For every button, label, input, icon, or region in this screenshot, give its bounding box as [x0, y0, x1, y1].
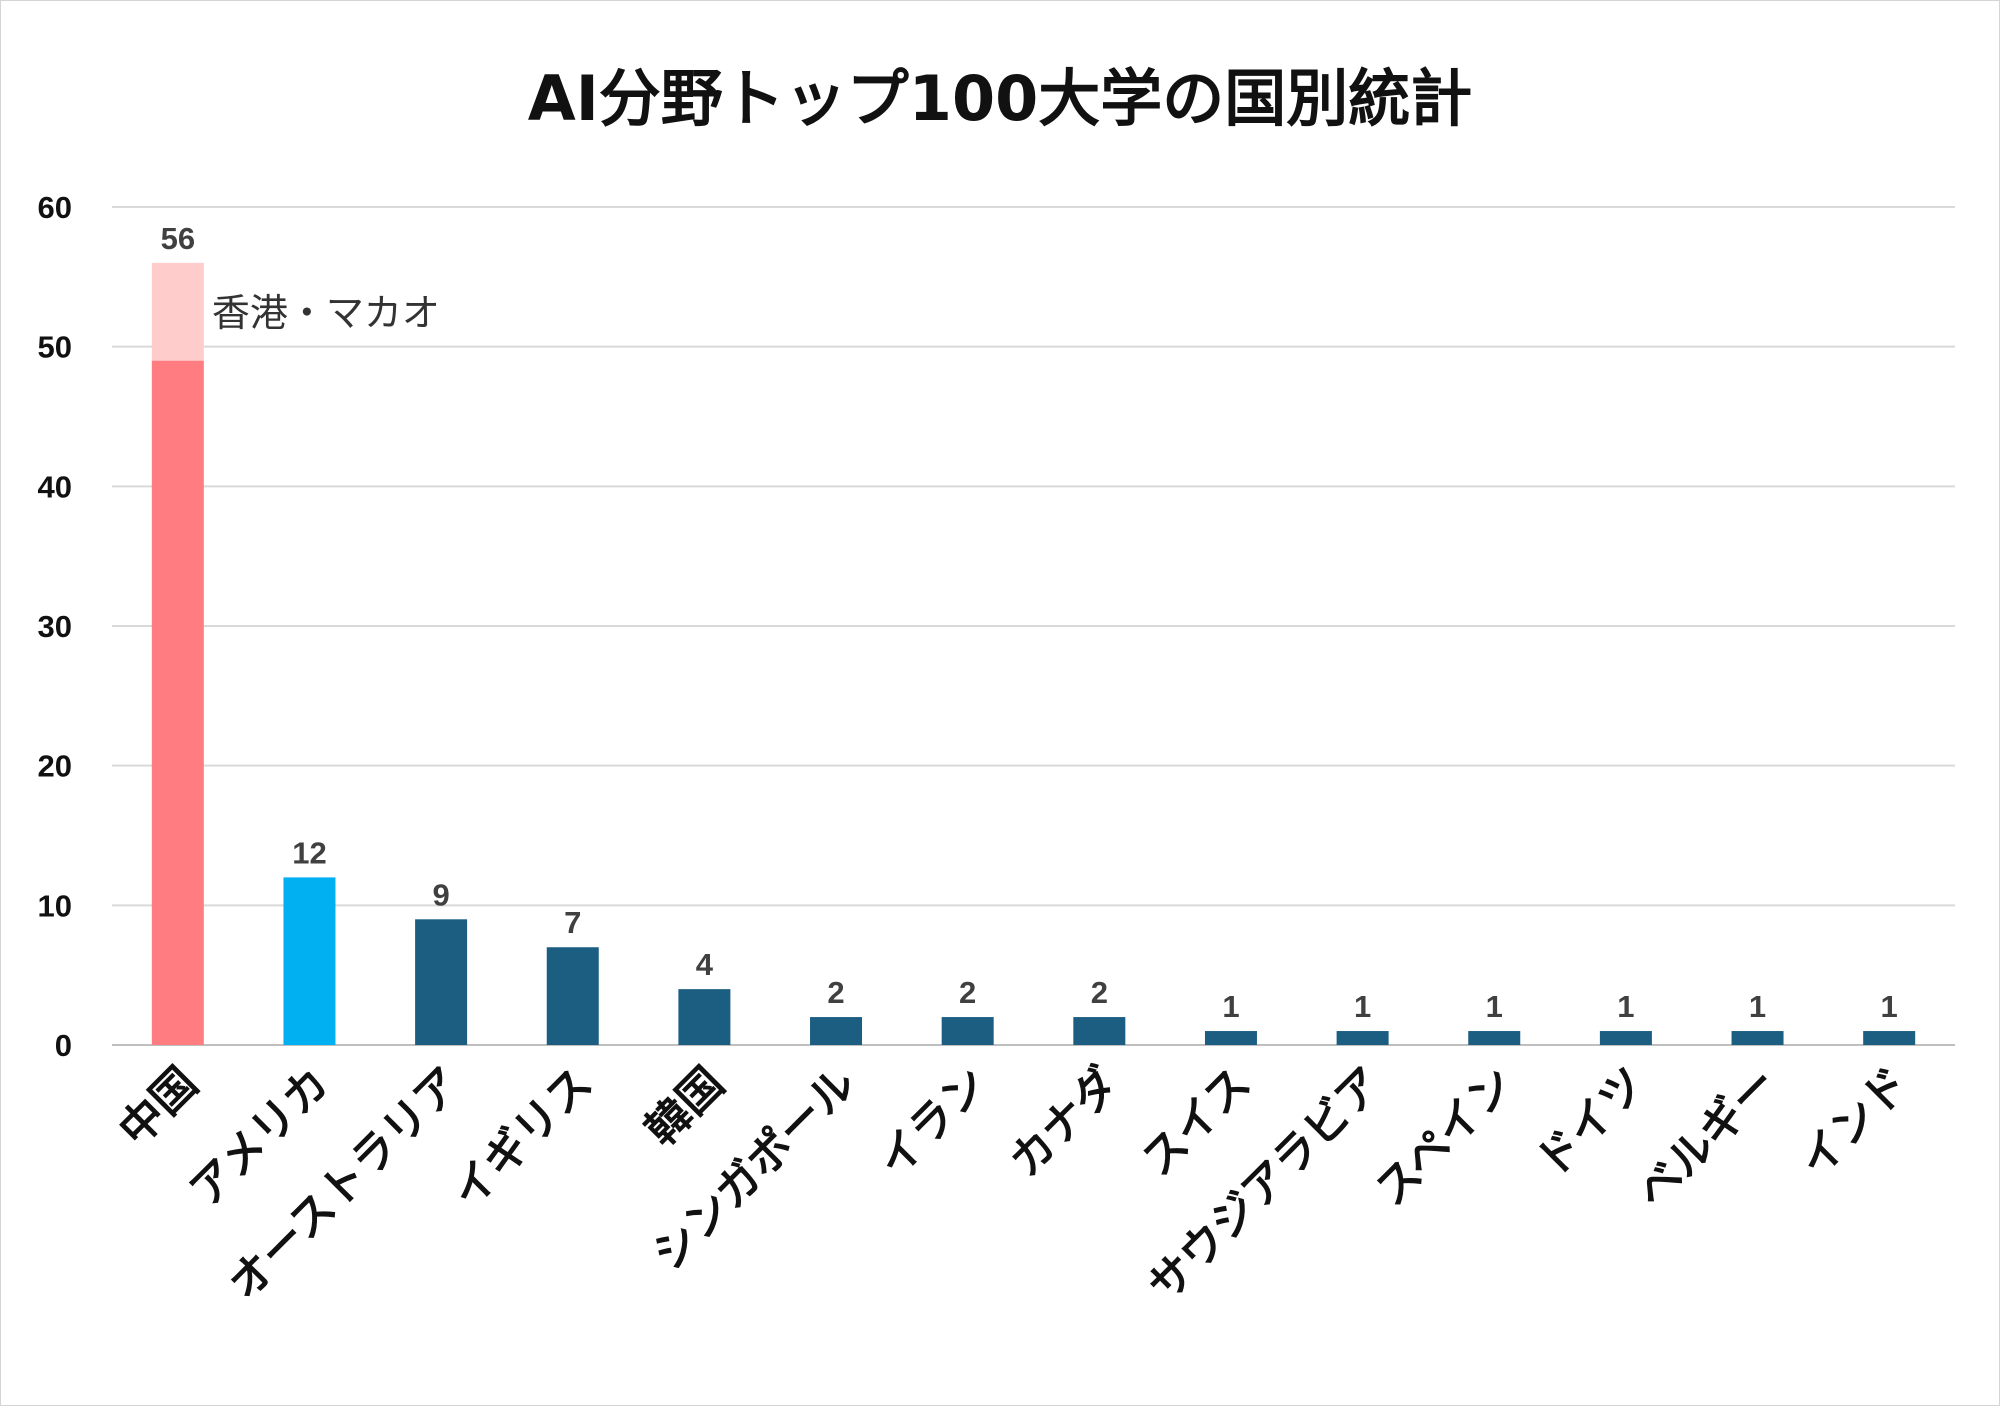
y-axis-ticks: 0 10 20 30 40 50 60: [38, 190, 72, 1063]
y-tick-label: 40: [38, 469, 72, 504]
category-label: カナダ: [1000, 1058, 1129, 1187]
bar: [1468, 1031, 1521, 1045]
data-label: 7: [564, 905, 581, 940]
data-label: 4: [696, 947, 714, 982]
bar: [415, 919, 468, 1045]
data-label: 1: [1222, 989, 1239, 1024]
bar: [678, 989, 731, 1045]
data-label: 2: [959, 975, 976, 1010]
category-label: スペイン: [1366, 1058, 1524, 1216]
y-tick-label: 30: [38, 609, 72, 644]
bar-segment-hk-macau: [151, 262, 204, 361]
bar: [1731, 1031, 1784, 1045]
category-label: イギリス: [442, 1058, 603, 1219]
data-label: 1: [1881, 989, 1898, 1024]
category-label: ドイツ: [1526, 1058, 1655, 1187]
data-label: 56: [161, 221, 195, 256]
bar: [1599, 1031, 1652, 1045]
category-label: サウジアラビア: [1139, 1058, 1393, 1312]
category-label: インド: [1790, 1058, 1919, 1187]
data-label: 1: [1749, 989, 1766, 1024]
hong-kong-macau-annotation: 香港・マカオ: [212, 291, 440, 335]
data-label: 1: [1354, 989, 1371, 1024]
bar: [810, 1017, 863, 1045]
y-tick-label: 50: [38, 330, 72, 365]
bar: [1204, 1031, 1257, 1045]
bars: [151, 262, 1916, 1046]
bar: [546, 947, 599, 1045]
bar: [941, 1017, 994, 1045]
data-label: 9: [432, 877, 449, 912]
category-label: 中国: [109, 1058, 207, 1156]
bar: [1073, 1017, 1126, 1045]
category-label: ベルギー: [1627, 1058, 1788, 1219]
bar-segment-mainland: [151, 360, 204, 1046]
data-label: 12: [292, 835, 326, 870]
gridlines: [112, 206, 1955, 1046]
bar: [1336, 1031, 1389, 1045]
chart-title: AI分野トップ100大学の国別統計: [527, 62, 1473, 135]
bar: [283, 877, 336, 1045]
data-labels: 56 12 9 7 4 2 2 2 1 1 1 1 1 1: [161, 221, 1898, 1024]
bar: [1863, 1031, 1916, 1045]
y-tick-label: 10: [38, 888, 72, 923]
y-tick-label: 60: [38, 190, 72, 225]
y-tick-label: 0: [55, 1028, 72, 1063]
data-label: 2: [1091, 975, 1108, 1010]
category-label: スイス: [1132, 1058, 1260, 1186]
data-label: 1: [1617, 989, 1634, 1024]
data-label: 2: [827, 975, 844, 1010]
category-label: イラン: [868, 1058, 997, 1187]
category-label: 韓国: [636, 1058, 734, 1156]
category-label: オーストラリア: [219, 1058, 471, 1310]
y-tick-label: 20: [38, 749, 72, 784]
data-label: 1: [1486, 989, 1503, 1024]
